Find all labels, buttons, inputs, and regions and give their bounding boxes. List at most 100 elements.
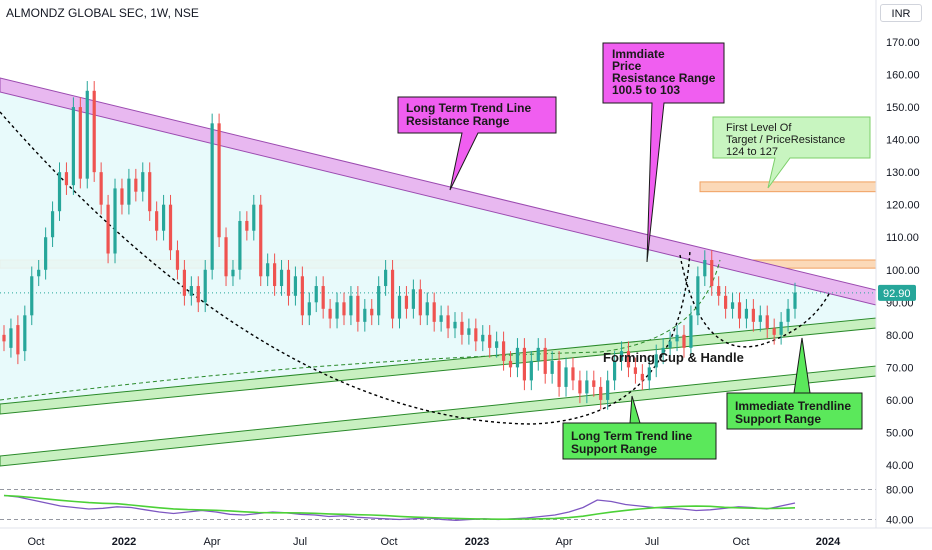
candle xyxy=(85,90,89,179)
candle xyxy=(300,276,304,316)
candle xyxy=(397,295,402,319)
candle xyxy=(619,351,624,361)
rsi-tick-label: 80.00 xyxy=(886,485,914,497)
candle xyxy=(71,107,75,186)
candle xyxy=(134,178,138,192)
candle xyxy=(196,286,200,303)
candle xyxy=(390,269,395,319)
candle xyxy=(550,360,554,374)
candle xyxy=(578,380,582,394)
candle xyxy=(661,347,665,355)
cup-curve xyxy=(0,111,691,425)
candle xyxy=(356,295,360,322)
candle xyxy=(328,308,332,319)
time-tick-label: Jul xyxy=(293,536,307,548)
price-tick-label: 110.00 xyxy=(886,232,919,244)
candle xyxy=(252,204,256,231)
candle xyxy=(515,347,520,368)
time-tick-label: Apr xyxy=(555,536,572,548)
annotations: Long Term Trend Line Resistance Range Immd… xyxy=(397,42,871,460)
candle xyxy=(30,276,34,316)
time-tick-label: Apr xyxy=(203,536,220,548)
candle xyxy=(439,315,443,322)
candle xyxy=(668,341,672,348)
rsi-tick-label: 40.00 xyxy=(886,515,914,527)
candle xyxy=(113,188,117,254)
callout-long-term-support-text: Long Term Trend line Support Range xyxy=(571,429,692,456)
price-tick-label: 80.00 xyxy=(886,330,914,342)
candle xyxy=(717,286,721,296)
candle xyxy=(529,360,533,381)
price-tick-label: 120.00 xyxy=(886,200,920,212)
callout-immediate-support-text: Immediate Trendline Support Range xyxy=(735,399,851,426)
candle xyxy=(501,341,506,361)
candle xyxy=(751,308,755,322)
candle xyxy=(182,269,187,296)
price-tick-label: 60.00 xyxy=(886,395,914,407)
candle xyxy=(245,220,249,231)
time-tick-label: Oct xyxy=(380,536,397,548)
callout-immediate-resistance xyxy=(602,42,725,263)
candle xyxy=(564,367,568,387)
candle xyxy=(259,204,263,277)
candle xyxy=(495,341,499,348)
candle xyxy=(703,260,707,277)
candle xyxy=(765,315,769,329)
candle xyxy=(404,295,409,309)
candle xyxy=(508,360,513,368)
candle xyxy=(793,292,797,309)
candle xyxy=(148,172,152,212)
callout-immediate-resistance-text: Immdiate Price Resistance Range 100.5 to 10… xyxy=(612,47,716,97)
candle xyxy=(363,308,367,322)
time-tick-label: Oct xyxy=(27,536,44,548)
candle xyxy=(50,211,55,238)
callout-long-term-resistance-text: Long Term Trend Line Resistance Range xyxy=(406,101,531,128)
candle xyxy=(217,123,221,238)
candle xyxy=(481,334,485,342)
candle xyxy=(536,347,540,361)
handle-curve xyxy=(679,254,831,348)
candle xyxy=(557,360,561,387)
candle xyxy=(279,269,284,287)
price-tick-label: 140.00 xyxy=(886,135,920,147)
candle xyxy=(266,263,270,277)
price-tick-label: 160.00 xyxy=(886,70,920,82)
candle xyxy=(37,269,41,277)
candle xyxy=(737,302,742,319)
candle xyxy=(314,286,318,303)
candle xyxy=(640,373,644,381)
time-tick-label: Oct xyxy=(732,536,749,548)
candle xyxy=(654,354,658,368)
candle xyxy=(730,302,735,309)
candle xyxy=(349,295,353,316)
price-tick-label: 130.00 xyxy=(886,167,920,179)
candle xyxy=(120,188,124,205)
candle xyxy=(141,172,145,192)
candle xyxy=(9,328,13,348)
time-tick-label: Jul xyxy=(645,536,659,548)
candle xyxy=(474,328,478,342)
candle xyxy=(384,269,388,287)
candle xyxy=(210,123,214,270)
currency-selector[interactable]: INR xyxy=(880,4,922,22)
callout-first-target-text: First Level Of Target / PriceResistance 12… xyxy=(726,122,845,158)
candle xyxy=(710,260,714,287)
candle xyxy=(99,172,103,205)
candle xyxy=(273,263,277,287)
candle xyxy=(786,308,790,322)
candle xyxy=(168,204,173,251)
candle xyxy=(453,321,457,329)
candle xyxy=(772,328,776,335)
candle xyxy=(321,286,325,309)
price-tick-label: 100.00 xyxy=(886,265,920,277)
rsi-line xyxy=(3,494,796,521)
candle xyxy=(23,315,27,352)
candle xyxy=(647,367,651,381)
candle xyxy=(758,315,762,322)
time-axis: Oct 2022 Apr Jul Oct 2023 Apr Jul Oct 2024 xyxy=(0,527,932,548)
candle xyxy=(599,386,603,400)
candle xyxy=(155,211,159,231)
candle xyxy=(44,237,48,270)
candle xyxy=(377,286,381,316)
